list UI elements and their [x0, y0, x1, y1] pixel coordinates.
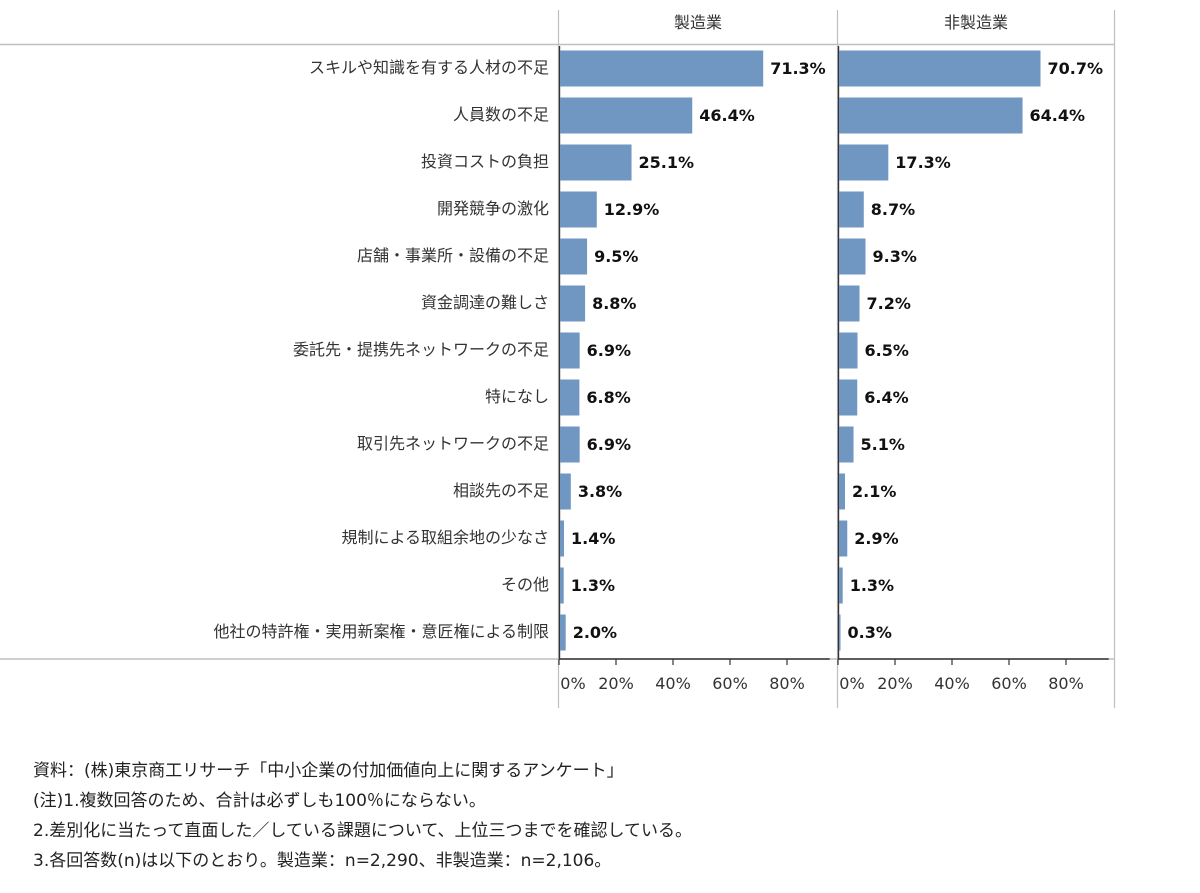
x-tick-label: 20% [598, 674, 634, 693]
value-label: 17.3% [895, 153, 951, 172]
category-label: 相談先の不足 [453, 481, 549, 500]
value-label: 6.9% [587, 435, 631, 454]
x-tick-label: 40% [655, 674, 691, 693]
value-label: 0.3% [848, 623, 892, 642]
value-label: 12.9% [604, 200, 660, 219]
value-label: 8.7% [871, 200, 915, 219]
value-label: 9.5% [594, 247, 638, 266]
bar [560, 473, 571, 510]
category-label: 資金調達の難しさ [421, 293, 549, 312]
bar [839, 567, 843, 604]
category-label: 人員数の不足 [453, 105, 549, 124]
category-label: 開発競争の激化 [437, 199, 549, 218]
bar [560, 50, 764, 87]
bar [560, 285, 586, 322]
category-label: 委託先・提携先ネットワークの不足 [293, 340, 549, 359]
x-tick-label: 0% [839, 674, 864, 693]
note-1: (注)1.複数回答のため、合計は必ずしも100％にならない。 [33, 791, 486, 811]
bar [560, 97, 693, 134]
bar [839, 426, 854, 463]
bar [560, 426, 580, 463]
chart-notes: 資料：(株)東京商工リサーチ「中小企業の付加価値向上に関するアンケート」 (注)… [33, 756, 692, 876]
bar [839, 50, 1041, 87]
value-label: 5.1% [861, 435, 905, 454]
value-label: 70.7% [1047, 59, 1103, 78]
x-tick-label: 60% [712, 674, 748, 693]
x-tick-label: 0% [560, 674, 585, 693]
x-tick-label: 20% [877, 674, 913, 693]
value-label: 6.9% [587, 341, 631, 360]
panel-title-1: 製造業 [674, 13, 722, 32]
category-label: 他社の特許権・実用新案権・意匠権による制限 [213, 622, 549, 641]
bar [839, 473, 845, 510]
value-label: 1.3% [571, 576, 615, 595]
category-label: スキルや知識を有する人材の不足 [309, 58, 549, 77]
value-label: 7.2% [867, 294, 911, 313]
value-label: 46.4% [699, 106, 755, 125]
value-label: 6.8% [586, 388, 630, 407]
value-label: 8.8% [592, 294, 636, 313]
value-label: 3.8% [578, 482, 622, 501]
bar [560, 567, 564, 604]
value-label: 1.3% [850, 576, 894, 595]
category-label: 規制による取組余地の少なさ [341, 528, 549, 547]
bar [839, 379, 858, 416]
value-label: 25.1% [639, 153, 695, 172]
bar [839, 238, 866, 275]
panel-title-2: 非製造業 [944, 13, 1008, 32]
source-note: 資料：(株)東京商工リサーチ「中小企業の付加価値向上に関するアンケート」 [33, 761, 624, 781]
bar [839, 144, 889, 181]
value-label: 64.4% [1030, 106, 1086, 125]
x-tick-label: 80% [1048, 674, 1084, 693]
x-tick-label: 60% [991, 674, 1027, 693]
category-label: 特になし [485, 387, 549, 406]
x-tick-label: 80% [769, 674, 805, 693]
bar [560, 520, 564, 557]
category-label: 店舗・事業所・設備の不足 [357, 246, 549, 265]
bar [839, 191, 864, 228]
bar-chart: スキルや知識を有する人材の不足人員数の不足投資コストの負担開発競争の激化店舗・事… [0, 10, 1116, 708]
bar [839, 97, 1023, 134]
bar [839, 332, 858, 369]
value-label: 71.3% [770, 59, 826, 78]
bar [839, 614, 841, 651]
bar [560, 379, 580, 416]
note-2: 2.差別化に当たって直面した／している課題について、上位三つまでを確認している。 [33, 821, 692, 841]
x-tick-label: 40% [934, 674, 970, 693]
note-3: 3.各回答数(n)は以下のとおり。製造業：n=2,290、非製造業：n=2,10… [33, 851, 612, 871]
bar [560, 144, 632, 181]
bar [560, 332, 580, 369]
bar [560, 191, 597, 228]
category-label: 投資コストの負担 [421, 152, 549, 171]
value-label: 1.4% [571, 529, 615, 548]
bar [560, 614, 566, 651]
bar [560, 238, 588, 275]
value-label: 6.5% [865, 341, 909, 360]
value-label: 2.1% [852, 482, 896, 501]
bar [839, 520, 848, 557]
value-label: 6.4% [864, 388, 908, 407]
bar [839, 285, 860, 322]
value-label: 2.9% [854, 529, 898, 548]
value-label: 2.0% [573, 623, 617, 642]
category-label: その他 [501, 575, 549, 594]
value-label: 9.3% [873, 247, 917, 266]
category-label: 取引先ネットワークの不足 [357, 434, 549, 453]
